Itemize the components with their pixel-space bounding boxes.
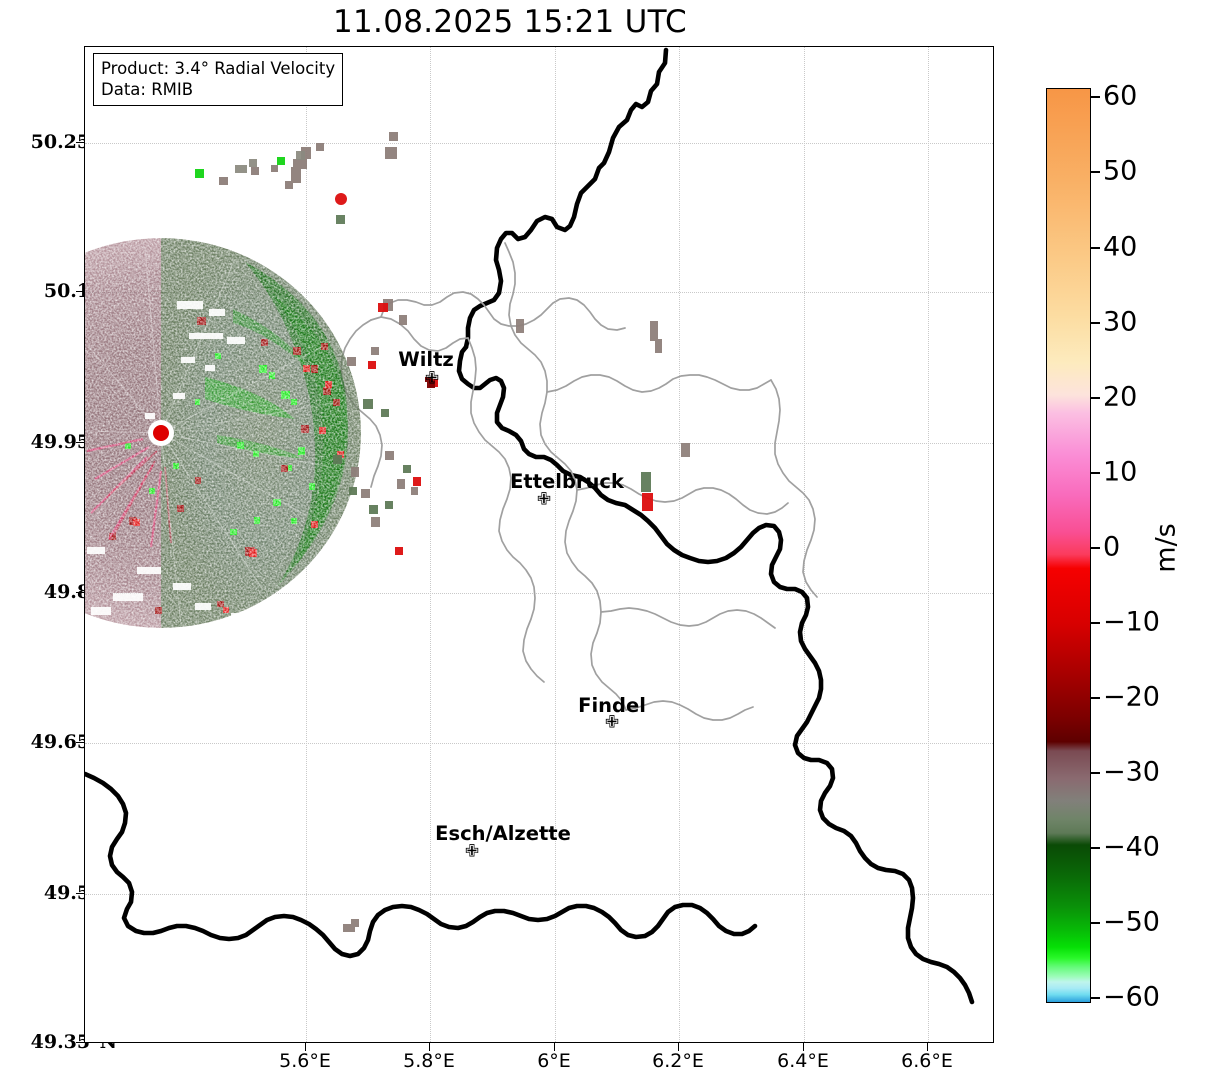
scattered-echoes [195, 132, 690, 932]
x-axis-tick-mark [678, 1043, 679, 1051]
y-axis-tick-mark [76, 592, 84, 593]
x-axis-tick-mark [927, 1043, 928, 1051]
colorbar-tick-label: 30 [1103, 306, 1138, 338]
y-axis-tick-mark [76, 1042, 84, 1043]
colorbar-tick-mark [1091, 622, 1100, 624]
city-marker-icon: ✙ [424, 368, 440, 389]
colorbar-gradient [1047, 89, 1090, 1002]
colorbar-tick-mark [1091, 472, 1100, 474]
colorbar-tick-mark [1091, 547, 1100, 549]
product-info-box: Product: 3.4° Radial Velocity Data: RMIB [93, 53, 344, 107]
gridline-vertical [430, 47, 431, 1042]
x-axis-tick-mark [429, 1043, 430, 1051]
gridline-horizontal [85, 292, 993, 293]
map-plot-area[interactable]: Wiltz ✙ Ettelbruck ✙ Findel ✙ Esch/Alzette ✙ Pr… [84, 46, 994, 1043]
gridline-vertical [555, 47, 556, 1042]
colorbar-tick-label: −40 [1103, 831, 1160, 863]
gridline-horizontal [85, 443, 993, 444]
colorbar-tick-mark [1091, 697, 1100, 699]
x-axis-tick-label: 6.4°E [777, 1050, 829, 1072]
city-marker-icon: ✙ [536, 489, 552, 510]
colorbar-tick-mark [1091, 96, 1100, 98]
city-marker-icon: ✙ [464, 841, 480, 862]
colorbar-tick-label: 20 [1103, 381, 1138, 413]
gridline-horizontal [85, 143, 993, 144]
colorbar-tick-label: −50 [1103, 906, 1160, 938]
y-axis-tick-mark [76, 291, 84, 292]
colorbar-unit-label: m/s [1150, 523, 1182, 573]
colorbar[interactable] [1046, 88, 1091, 1003]
product-line: Product: 3.4° Radial Velocity [101, 59, 336, 78]
city-label: Findel [578, 694, 646, 717]
city-label: Ettelbruck [510, 470, 624, 493]
colorbar-tick-label: −30 [1103, 756, 1160, 788]
radar-site-marker[interactable] [148, 420, 174, 446]
y-axis-tick-mark [76, 742, 84, 743]
x-axis-tick-mark [554, 1043, 555, 1051]
page-title: 11.08.2025 15:21 UTC [333, 4, 687, 40]
gridline-horizontal [85, 593, 993, 594]
colorbar-tick-label: −20 [1103, 681, 1160, 713]
city-label: Esch/Alzette [435, 822, 571, 845]
gridline-horizontal [85, 743, 993, 744]
national-borders [85, 47, 975, 1005]
colorbar-tick-label: −10 [1103, 606, 1160, 638]
colorbar-tick-label: 40 [1103, 231, 1138, 263]
colorbar-tick-mark [1091, 997, 1100, 999]
data-source-line: Data: RMIB [101, 80, 194, 100]
map-clip: Wiltz ✙ Ettelbruck ✙ Findel ✙ Esch/Alzette ✙ Pr… [85, 47, 993, 1042]
y-axis-tick-mark [76, 142, 84, 143]
x-axis-tick-label: 6.6°E [901, 1050, 953, 1072]
gridline-horizontal [85, 894, 993, 895]
x-axis-tick-label: 5.6°E [279, 1050, 331, 1072]
colorbar-tick-label: −60 [1103, 981, 1160, 1013]
colorbar-tick-label: 60 [1103, 80, 1138, 112]
gridline-vertical [679, 47, 680, 1042]
colorbar-tick-label: 50 [1103, 155, 1138, 187]
colorbar-tick-label: 0 [1103, 531, 1121, 563]
colorbar-tick-label: 10 [1103, 456, 1138, 488]
gridline-vertical [804, 47, 805, 1042]
x-axis-tick-label: 6°E [537, 1050, 571, 1072]
map-borders [85, 47, 975, 1005]
x-axis-tick-label: 5.8°E [403, 1050, 455, 1072]
x-axis-tick-mark [305, 1043, 306, 1051]
colorbar-tick-mark [1091, 171, 1100, 173]
x-axis-tick-mark [803, 1043, 804, 1051]
x-axis-tick-label: 6.2°E [652, 1050, 704, 1072]
y-axis-tick-mark [76, 442, 84, 443]
city-label: Wiltz [398, 348, 454, 371]
city-marker-icon: ✙ [604, 712, 620, 733]
gridline-vertical [928, 47, 929, 1042]
colorbar-tick-mark [1091, 847, 1100, 849]
colorbar-tick-mark [1091, 922, 1100, 924]
echo-dome [85, 238, 361, 628]
colorbar-tick-mark [1091, 397, 1100, 399]
y-axis-tick-mark [76, 893, 84, 894]
radar-echo-field [85, 132, 690, 932]
colorbar-tick-mark [1091, 247, 1100, 249]
colorbar-tick-mark [1091, 772, 1100, 774]
colorbar-tick-mark [1091, 322, 1100, 324]
